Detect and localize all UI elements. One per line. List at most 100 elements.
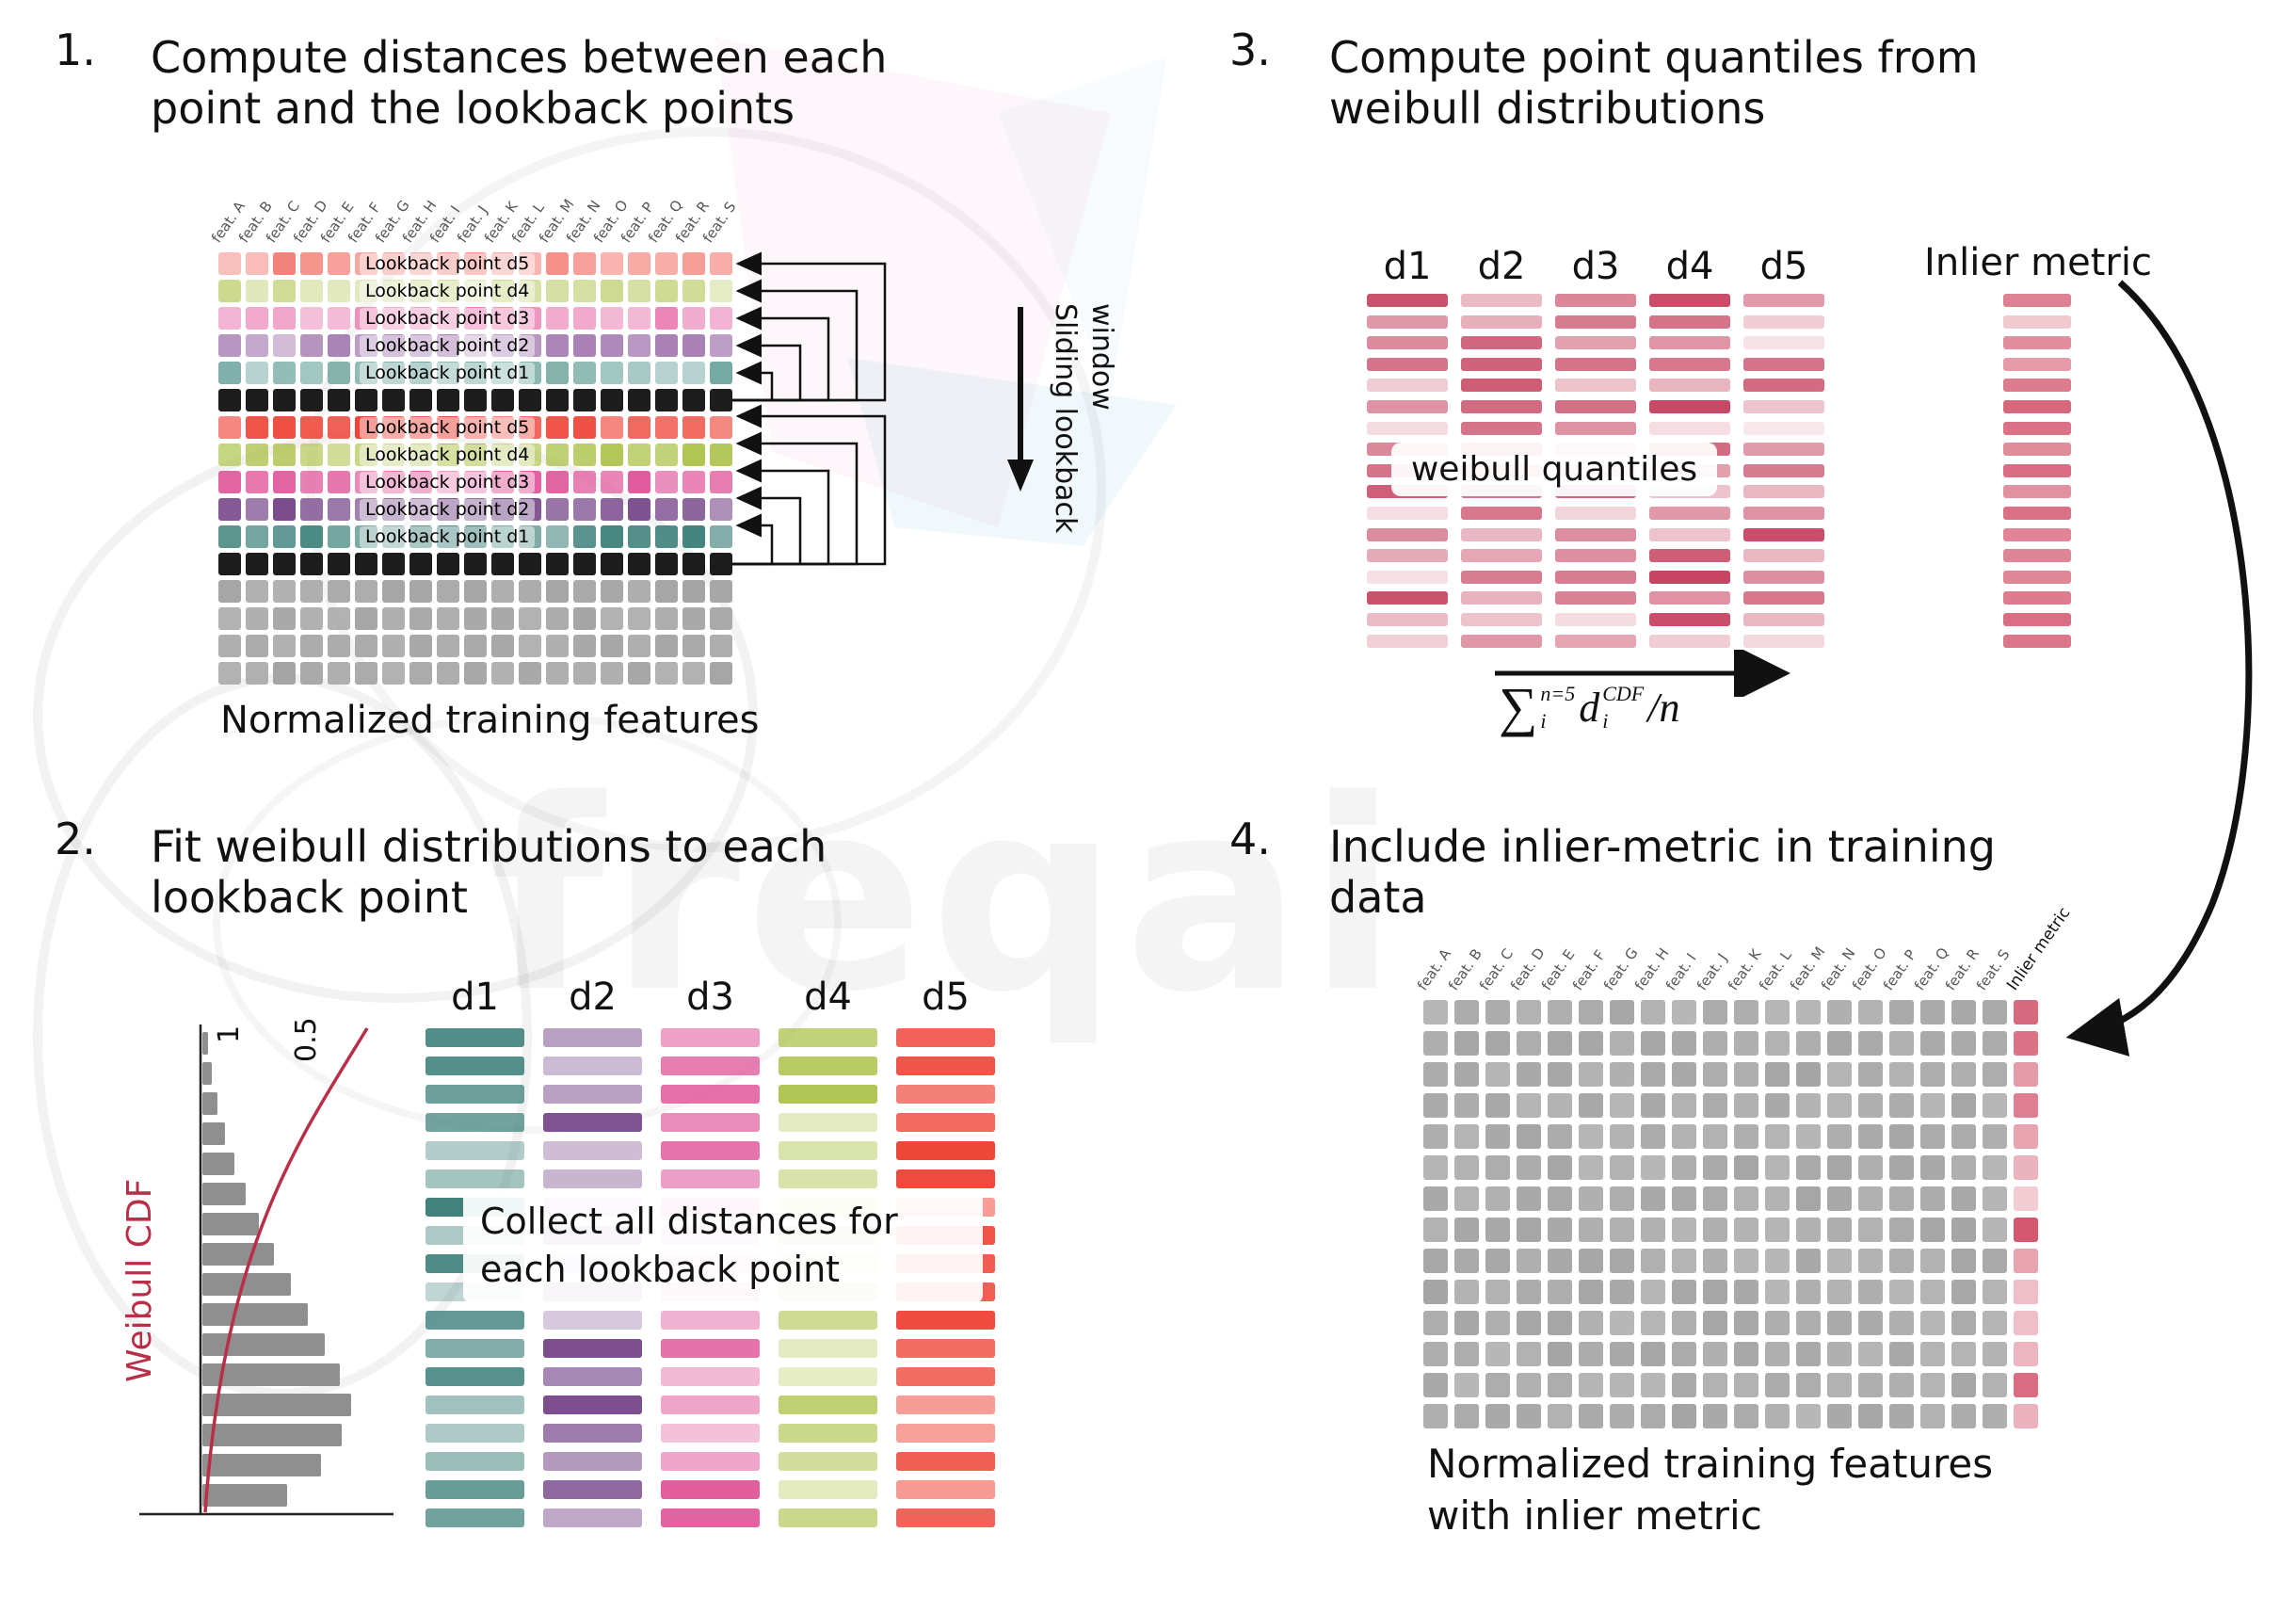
distance-bar <box>896 1141 995 1160</box>
matrix-cell <box>382 307 405 330</box>
matrix-cell <box>546 252 569 275</box>
grid-row <box>1423 1062 2038 1087</box>
inlier-cell <box>2014 1373 2038 1397</box>
distance-bar <box>1461 421 1542 435</box>
distance-bar <box>896 1452 995 1471</box>
matrix-cell <box>628 334 650 357</box>
matrix-cell <box>300 362 323 384</box>
matrix-cell <box>601 525 623 548</box>
matrix-cell <box>655 498 678 521</box>
grid-cell <box>1827 1186 1852 1211</box>
distance-column <box>425 1028 524 1527</box>
grid-cell <box>1672 1342 1696 1366</box>
matrix-cell <box>491 553 514 575</box>
distance-bar <box>543 1508 642 1527</box>
distance-bar <box>1649 315 1730 329</box>
grid-cell <box>1672 1031 1696 1056</box>
quantile-col-header: d2 <box>1477 245 1526 288</box>
grid-cell <box>1454 1373 1479 1397</box>
matrix-cell <box>246 580 268 603</box>
matrix-cell <box>710 307 732 330</box>
grid-row <box>1423 1093 2038 1118</box>
grid-cell <box>1672 1124 1696 1149</box>
grid-cell <box>1485 1218 1510 1242</box>
grid-cell <box>1734 1093 1758 1118</box>
grid-cell <box>1672 1373 1696 1397</box>
grid-cell <box>1579 1311 1603 1335</box>
grid-cell <box>1672 1280 1696 1304</box>
grid-cell <box>1951 1062 1976 1087</box>
distance-bar <box>1649 634 1730 648</box>
matrix-cell <box>328 471 350 493</box>
grid-cell <box>1672 1218 1696 1242</box>
inlier-cell <box>2014 1218 2038 1242</box>
matrix-cell <box>573 334 596 357</box>
distance-bar <box>543 1113 642 1132</box>
distance-bar <box>2003 379 2071 393</box>
distance-bar <box>1367 379 1448 393</box>
matrix-cell <box>246 662 268 685</box>
matrix-cell <box>409 580 432 603</box>
grid-cell <box>1796 1155 1821 1180</box>
distance-bar <box>543 1480 642 1499</box>
step-4-title-line2: data <box>1329 872 1427 924</box>
distance-bar <box>661 1395 760 1414</box>
grid-cell <box>1454 1031 1479 1056</box>
grid-cell <box>1734 1249 1758 1273</box>
matrix-cell <box>273 553 296 575</box>
grid-cell <box>1641 1186 1665 1211</box>
matrix-cell <box>491 252 514 275</box>
matrix-cell <box>573 635 596 657</box>
matrix-cell <box>710 416 732 439</box>
distance-bar <box>1367 315 1448 329</box>
matrix-cell <box>682 334 705 357</box>
distance-bar <box>543 1395 642 1414</box>
distance-bar <box>543 1170 642 1188</box>
distance-bar <box>1367 570 1448 584</box>
lookback-row-label: Lookback point d4 <box>360 444 536 466</box>
matrix-cell <box>491 334 514 357</box>
matrix-cell <box>437 280 459 302</box>
distance-bar <box>1461 527 1542 541</box>
grid-cell <box>1827 1000 1852 1024</box>
histogram-bar <box>202 1484 287 1507</box>
inlier-cell <box>2014 1062 2038 1087</box>
distance-bar <box>425 1452 524 1471</box>
distance-bar <box>2003 315 2071 329</box>
grid-cell <box>1641 1342 1665 1366</box>
matrix-cell <box>601 334 623 357</box>
distance-bar <box>1461 591 1542 605</box>
matrix-cell <box>655 307 678 330</box>
matrix-cell <box>328 607 350 630</box>
quantile-col-header: d1 <box>1383 245 1432 288</box>
grid-cell <box>1889 1186 1914 1211</box>
grid-cell <box>1672 1062 1696 1087</box>
distance-bar <box>1743 421 1824 435</box>
distance-bar <box>779 1085 877 1104</box>
distance-bar <box>661 1113 760 1132</box>
distance-bar <box>1743 336 1824 350</box>
grid-cell <box>1423 1311 1448 1335</box>
matrix-cell <box>328 280 350 302</box>
grid-cell <box>1765 1062 1790 1087</box>
distance-bar <box>779 1339 877 1358</box>
distance-bar <box>779 1028 877 1047</box>
step-3-number: 3. <box>1229 24 1271 75</box>
matrix-cell <box>409 635 432 657</box>
step-3-title-line2: weibull distributions <box>1329 83 1766 135</box>
distance-bar <box>779 1508 877 1527</box>
grid-cell <box>1610 1218 1634 1242</box>
grid-cell <box>1703 1155 1727 1180</box>
matrix-cell <box>328 362 350 384</box>
step-1-title-line2: point and the lookback points <box>151 83 795 135</box>
lookback-row-label: Lookback point d4 <box>360 281 536 302</box>
weibull-histogram <box>202 1032 351 1507</box>
grid-cell <box>1920 1404 1945 1428</box>
matrix-cell <box>491 444 514 466</box>
histogram-bar <box>202 1424 342 1446</box>
step-2-title: Fit weibull distributions to each lookba… <box>151 821 827 924</box>
matrix-cell <box>710 525 732 548</box>
grid-cell <box>1454 1280 1479 1304</box>
distance-bar <box>425 1141 524 1160</box>
distance-bar <box>425 1424 524 1443</box>
